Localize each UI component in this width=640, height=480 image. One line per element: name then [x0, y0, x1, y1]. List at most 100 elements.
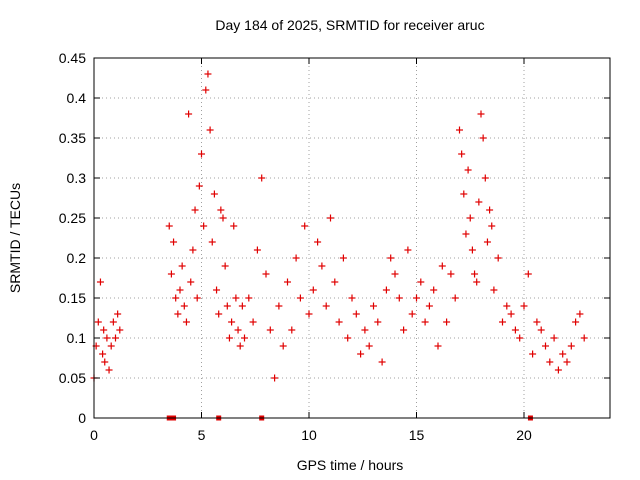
data-point — [404, 246, 412, 254]
data-point — [546, 358, 554, 366]
data-point — [563, 358, 571, 366]
data-point — [486, 206, 494, 214]
data-point — [458, 150, 466, 158]
data-point — [479, 134, 487, 142]
data-point — [223, 302, 231, 310]
data-point — [180, 302, 188, 310]
data-point — [249, 318, 257, 326]
data-point — [221, 262, 229, 270]
data-point — [109, 318, 117, 326]
data-point — [202, 86, 210, 94]
data-point — [488, 222, 496, 230]
data-point — [305, 310, 313, 318]
data-point — [107, 342, 115, 350]
data-point — [524, 270, 532, 278]
data-point — [451, 294, 459, 302]
data-point — [116, 326, 124, 334]
data-point — [490, 286, 498, 294]
data-point — [178, 262, 186, 270]
data-point — [105, 366, 113, 374]
y-tick-label: 0.1 — [67, 330, 87, 346]
data-point — [572, 318, 580, 326]
data-point — [483, 238, 491, 246]
data-point — [225, 334, 233, 342]
data-point — [382, 286, 390, 294]
x-axis-label: GPS time / hours — [297, 457, 404, 473]
y-axis-label: SRMTID / TECUs — [7, 183, 23, 293]
data-point — [421, 318, 429, 326]
data-point — [318, 262, 326, 270]
data-point — [576, 310, 584, 318]
data-point — [580, 334, 588, 342]
data-point — [567, 342, 575, 350]
data-point — [462, 230, 470, 238]
x-tick-label: 20 — [516, 427, 532, 443]
data-point — [215, 310, 223, 318]
data-point — [361, 326, 369, 334]
data-point — [475, 198, 483, 206]
y-tick-label: 0.2 — [67, 250, 87, 266]
data-point — [365, 342, 373, 350]
data-point — [537, 326, 545, 334]
data-point — [309, 286, 317, 294]
data-point — [533, 318, 541, 326]
data-point — [208, 238, 216, 246]
data-point — [174, 310, 182, 318]
y-axis: 0 0.05 0.1 0.15 0.2 0.25 0.3 0.35 0.4 0.45 — [59, 50, 610, 426]
data-point — [357, 350, 365, 358]
data-point — [344, 334, 352, 342]
data-point — [468, 246, 476, 254]
data-point — [200, 222, 208, 230]
data-point — [542, 342, 549, 350]
y-tick-label: 0.25 — [59, 210, 86, 226]
data-point — [100, 326, 108, 334]
data-point — [204, 70, 212, 78]
data-point — [464, 166, 472, 174]
data-point — [550, 334, 558, 342]
data-point — [167, 270, 175, 278]
data-point — [395, 294, 403, 302]
grid-lines — [94, 58, 610, 418]
data-point — [219, 214, 227, 222]
y-tick-label: 0.05 — [59, 370, 86, 386]
data-point — [378, 358, 386, 366]
data-point — [191, 206, 199, 214]
x-tick-label: 15 — [409, 427, 425, 443]
data-point — [559, 350, 567, 358]
data-point — [101, 358, 109, 366]
data-point — [443, 318, 451, 326]
data-point — [238, 302, 246, 310]
data-point — [266, 326, 274, 334]
data-point — [477, 110, 485, 118]
plot-frame — [93, 57, 611, 419]
data-point — [511, 326, 519, 334]
y-tick-label: 0.15 — [59, 290, 86, 306]
x-tick-label: 5 — [198, 427, 206, 443]
data-point — [213, 286, 221, 294]
data-point — [339, 254, 347, 262]
data-point — [245, 294, 253, 302]
data-point — [292, 254, 300, 262]
data-point — [516, 334, 524, 342]
data-point — [413, 294, 420, 302]
data-point — [170, 238, 178, 246]
data-point — [288, 326, 296, 334]
data-point — [391, 270, 399, 278]
data-point — [301, 222, 309, 230]
data-point — [348, 294, 356, 302]
data-point — [417, 278, 425, 286]
data-point — [554, 366, 562, 374]
data-point — [232, 294, 240, 302]
data-point — [335, 318, 343, 326]
data-point — [103, 334, 111, 342]
data-point — [236, 342, 244, 350]
data-point — [165, 222, 173, 230]
data-point — [322, 302, 330, 310]
data-point — [529, 350, 537, 358]
data-point — [473, 278, 481, 286]
data-point — [471, 270, 479, 278]
data-point — [447, 270, 455, 278]
x-tick-label: 10 — [301, 427, 317, 443]
data-point — [193, 294, 201, 302]
